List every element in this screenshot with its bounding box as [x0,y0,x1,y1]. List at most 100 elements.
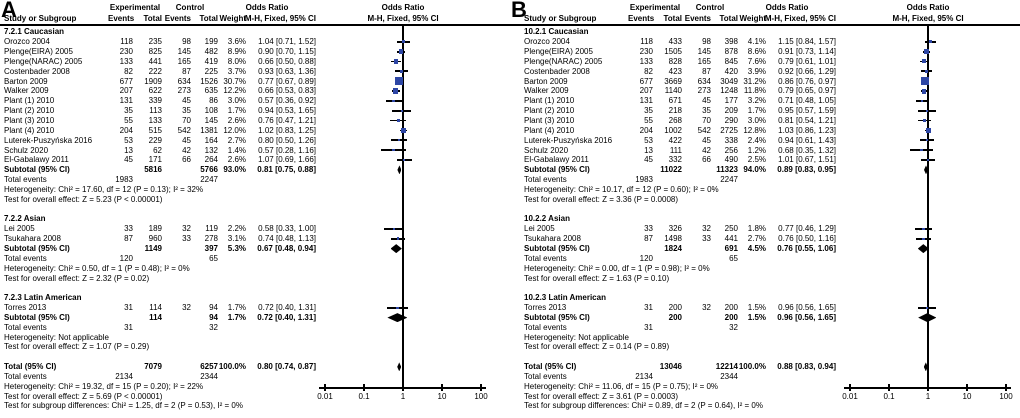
total-events-experimental: 2134 [635,371,653,381]
or-ci-value: 0.91 [0.73, 1.14] [778,47,836,57]
subgroup-title: 7.2.2 Asian [4,214,46,224]
or-ci-value: 1.02 [0.83, 1.25] [258,125,316,135]
experimental-total: 1505 [664,47,682,57]
subgroup-differences-text: Test for subgroup differences: Chi² = 0.… [524,401,763,411]
experimental-events: 230 [119,47,133,57]
total-events-experimental: 31 [124,322,133,332]
control-total: 691 [724,243,738,253]
x-axis [844,387,1011,389]
ci-line [918,109,936,112]
axis-tick [888,384,890,392]
control-total: 256 [724,145,738,155]
control-events: 634 [697,76,711,86]
total-events-label: Total events [524,371,567,381]
experimental-total: 1824 [664,243,682,253]
experimental-total: 200 [668,303,682,313]
overall-effect-text: Test for overall effect: Z = 3.36 (P = 0… [524,194,679,204]
weight-value: 11.8% [743,86,766,96]
or-ci-value: 0.79 [0.65, 0.97] [778,86,836,96]
ci-line [919,139,935,142]
total-events-row: Total events 2134 2344 [4,372,316,382]
or-ci-value: 0.72 [0.40, 1.31] [258,303,316,313]
total-events-experimental: 1983 [115,175,133,185]
total-events-label: Total events [524,322,567,332]
control-total: 132 [204,145,218,155]
control-total: 11323 [716,165,738,175]
plot-method-header: M-H, Fixed, 95% CI [892,14,964,23]
study-name: Plant (2) 2010 [4,106,55,116]
ci-line [397,40,411,43]
odds-ratio-column-header: Odds Ratio [765,3,809,12]
or-ci-value: 1.04 [0.71, 1.52] [258,37,316,47]
experimental-events: 13 [644,145,653,155]
or-ci-value: 0.96 [0.56, 1.65] [778,303,836,313]
axis-tick [849,384,851,392]
experimental-total: 171 [148,155,162,165]
study-row: Plenge(NARAC) 2005 133 441 165 419 8.0% 0.66 [… [4,57,316,67]
study-name: Plenge(EIRA) 2005 [4,47,73,57]
stat-row: Heterogeneity: Chi² = 10.17, df = 12 (P … [524,185,836,195]
control-total: 200 [724,303,738,313]
experimental-group-header: Experimental [629,3,681,12]
experimental-events: 133 [639,56,653,66]
control-total: 145 [204,116,218,126]
experimental-total: 515 [148,125,162,135]
ci-line [396,159,412,161]
or-ci-value: 0.92 [0.66, 1.29] [778,66,836,76]
spacer-row [524,283,836,293]
total-row: Total (95% CI) 13046 12214 100.0% 0.88 [0.83… [524,362,836,372]
stat-row: Test for subgroup differences: Chi² = 1.… [4,401,316,411]
study-row: Plenge(NARAC) 2005 133 828 165 845 7.6% 0.79 [… [524,57,836,67]
study-row: Plant (1) 2010 131 339 45 86 3.0% 0.57 [0.36, … [4,96,316,106]
experimental-total: 1909 [144,76,162,86]
experimental-events: 118 [640,37,653,47]
experimental-total: 7079 [144,362,162,372]
subtotal-diamond [397,165,402,175]
table-rows: 10.2.1 Caucasian Orozco 2004 118 433 98 398 4.… [524,27,836,411]
subgroup-title-row: 10.2.3 Latin American [524,293,836,303]
or-ci-value: 0.76 [0.47, 1.21] [258,116,316,126]
subtotal-diamond [387,313,408,323]
weight-value: 100.0% [218,362,246,372]
experimental-total: 13046 [659,362,682,372]
control-total: 250 [724,224,738,234]
experimental-total: 1149 [144,243,162,253]
total-diamond [923,362,928,372]
control-events: 66 [182,155,191,165]
effect-marker [922,59,926,64]
experimental-events: 55 [124,116,133,126]
study-name: Costenbader 2008 [524,66,590,76]
effect-marker [925,139,929,142]
study-row: El-Gabalawy 2011 45 332 66 490 2.5% 1.01 [0.67… [524,155,836,165]
control-events: 32 [182,224,191,234]
ci-line [923,80,928,83]
stat-row: Heterogeneity: Chi² = 11.06, df = 15 (P … [524,381,836,391]
weight-value: 12.2% [223,86,246,96]
experimental-events: 131 [639,96,653,106]
weight-value: 31.2% [743,76,766,86]
ci-line [392,90,400,92]
spacer [524,3,628,12]
ci-line [385,99,402,102]
experimental-total: 268 [668,116,682,126]
weight-value: 2.5% [747,155,766,165]
study-header: Study or Subgroup [4,14,77,23]
study-row: Barton 2009 677 3669 634 3049 31.2% 0.86 [0.76… [524,76,836,86]
experimental-total: 441 [148,56,162,66]
panel-a-label: A [1,0,17,22]
control-events: 70 [182,116,191,126]
study-name: El-Gabalawy 2011 [524,155,589,165]
control-events: 32 [702,224,711,234]
ci-line [925,129,932,132]
experimental-total: 332 [668,155,682,165]
ci-line [391,139,407,142]
control-events: 165 [697,56,711,66]
experimental-events: 230 [639,47,653,57]
weight-value: 4.5% [747,243,766,253]
or-ci-value: 0.95 [0.57, 1.59] [778,106,836,116]
or-ci-value: 0.76 [0.55, 1.06] [777,243,836,253]
study-name: Tsukahara 2008 [4,234,61,244]
experimental-total: 5816 [144,165,162,175]
experimental-events: 45 [124,155,133,165]
experimental-total: 133 [148,116,162,126]
